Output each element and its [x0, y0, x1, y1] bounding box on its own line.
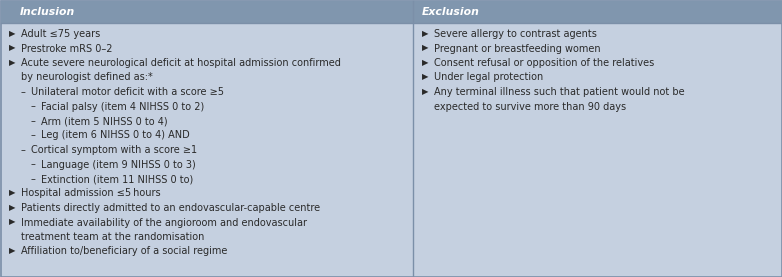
Text: –: –: [31, 101, 36, 112]
Text: treatment team at the randomisation: treatment team at the randomisation: [21, 232, 204, 242]
Text: Unilateral motor deficit with a score ≥5: Unilateral motor deficit with a score ≥5: [31, 87, 224, 97]
Text: Extinction (item 11 NIHSS 0 to): Extinction (item 11 NIHSS 0 to): [41, 174, 193, 184]
Text: Consent refusal or opposition of the relatives: Consent refusal or opposition of the rel…: [434, 58, 655, 68]
Text: Cortical symptom with a score ≥1: Cortical symptom with a score ≥1: [31, 145, 197, 155]
Text: ▶: ▶: [9, 217, 16, 227]
Text: Under legal protection: Under legal protection: [434, 73, 543, 83]
Text: Leg (item 6 NIHSS 0 to 4) AND: Leg (item 6 NIHSS 0 to 4) AND: [41, 130, 190, 140]
Text: ▶: ▶: [422, 29, 429, 38]
Text: –: –: [31, 116, 36, 126]
Text: Language (item 9 NIHSS 0 to 3): Language (item 9 NIHSS 0 to 3): [41, 160, 196, 170]
Text: Facial palsy (item 4 NIHSS 0 to 2): Facial palsy (item 4 NIHSS 0 to 2): [41, 101, 204, 112]
Text: –: –: [31, 130, 36, 140]
Text: ▶: ▶: [422, 43, 429, 53]
Text: Hospital admission ≤5 hours: Hospital admission ≤5 hours: [21, 189, 160, 199]
Text: ▶: ▶: [9, 29, 16, 38]
Bar: [1, 1, 781, 22]
Text: Prestroke mRS 0–2: Prestroke mRS 0–2: [21, 43, 113, 53]
Text: –: –: [21, 87, 26, 97]
Text: Arm (item 5 NIHSS 0 to 4): Arm (item 5 NIHSS 0 to 4): [41, 116, 167, 126]
Text: ▶: ▶: [9, 203, 16, 212]
Text: Adult ≤75 years: Adult ≤75 years: [21, 29, 100, 39]
Text: ▶: ▶: [422, 73, 429, 81]
Text: Immediate availability of the angioroom and endovascular: Immediate availability of the angioroom …: [21, 217, 307, 227]
Text: Exclusion: Exclusion: [422, 7, 480, 17]
Text: ▶: ▶: [9, 43, 16, 53]
Text: Inclusion: Inclusion: [20, 7, 75, 17]
Text: Affiliation to/beneficiary of a social regime: Affiliation to/beneficiary of a social r…: [21, 247, 228, 257]
Text: Acute severe neurological deficit at hospital admission confirmed: Acute severe neurological deficit at hos…: [21, 58, 341, 68]
Text: Any terminal illness such that patient would not be: Any terminal illness such that patient w…: [434, 87, 684, 97]
Text: Patients directly admitted to an endovascular-capable centre: Patients directly admitted to an endovas…: [21, 203, 320, 213]
Text: –: –: [31, 174, 36, 184]
Text: ▶: ▶: [422, 87, 429, 96]
Text: ▶: ▶: [9, 247, 16, 255]
Text: –: –: [21, 145, 26, 155]
Text: by neurologist defined as:*: by neurologist defined as:*: [21, 73, 152, 83]
Text: ▶: ▶: [9, 189, 16, 198]
Text: –: –: [31, 160, 36, 170]
Text: Severe allergy to contrast agents: Severe allergy to contrast agents: [434, 29, 597, 39]
Text: expected to survive more than 90 days: expected to survive more than 90 days: [434, 101, 626, 112]
Text: ▶: ▶: [9, 58, 16, 67]
Text: ▶: ▶: [422, 58, 429, 67]
Text: Pregnant or breastfeeding women: Pregnant or breastfeeding women: [434, 43, 601, 53]
